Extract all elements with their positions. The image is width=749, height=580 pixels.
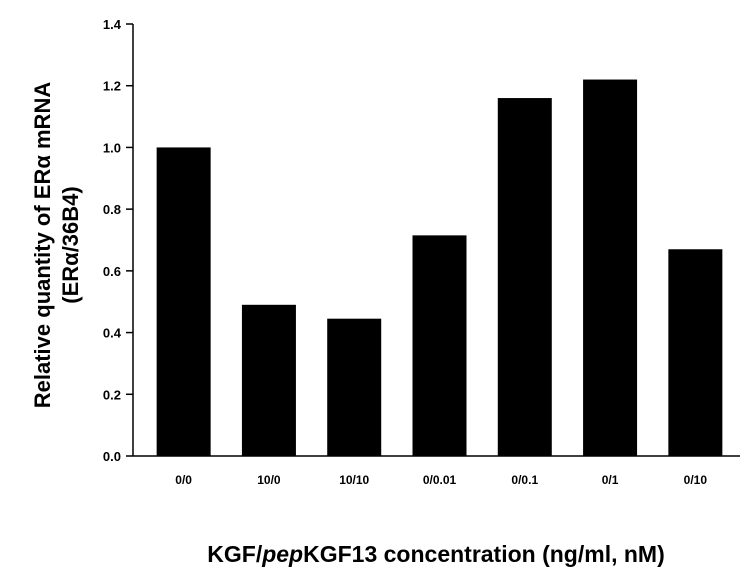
y-tick-label: 1.0 [103,140,121,155]
x-tick-label: 10/10 [339,473,369,487]
bar [583,79,638,457]
y-tick-label: 0.6 [103,264,121,279]
x-axis-title-part2: pep [261,541,303,567]
x-tick-label: 0/0.01 [423,473,457,487]
x-axis-title: KGF/pepKGF13 concentration (ng/ml, nM) [207,541,664,567]
x-axis-title-part3: KGF13 concentration (ng/ml, nM) [303,541,665,567]
y-tick-label: 1.4 [103,17,122,32]
x-axis: 0/0 10/0 10/10 0/0.01 0/0.1 0/1 0/10 [133,455,740,487]
x-tick-label: 0/0 [175,473,192,487]
y-tick-label: 1.2 [103,79,121,94]
x-tick-label: 0/10 [684,473,708,487]
y-axis: 0.0 0.2 0.4 0.6 0.8 1.0 1.2 1.4 [103,17,134,464]
y-tick-label: 0.2 [103,387,121,402]
y-tick-label: 0.0 [103,449,121,464]
bar [241,304,296,456]
y-axis-title-line2: (ERα/36B4) [58,186,83,303]
y-tick-label: 0.8 [103,202,121,217]
bar [497,98,552,457]
x-tick-label: 0/0.1 [511,473,538,487]
y-axis-title-line1: Relative quantity of ERα mRNA [30,82,55,409]
bars [156,79,723,457]
x-axis-title-part1: KGF/ [207,541,263,567]
bar [668,249,723,456]
bar [412,235,467,456]
bar [327,318,382,456]
y-tick-label: 0.4 [103,326,122,341]
x-tick-label: 0/1 [602,473,619,487]
bar [156,147,211,456]
x-tick-label: 10/0 [257,473,281,487]
